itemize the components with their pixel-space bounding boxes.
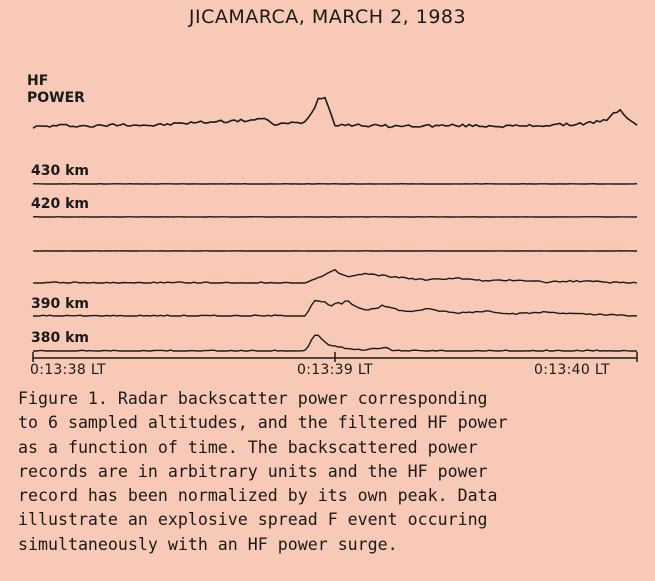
trace-label-420: 420 km	[31, 196, 89, 212]
x-tick-label-mid: 0:13:39 LT	[297, 362, 373, 378]
x-tick-label-start: 0:13:38 LT	[30, 362, 106, 378]
trace-380km	[33, 334, 637, 352]
x-tick-label-end: 0:13:40 LT	[534, 362, 610, 378]
trace-4	[32, 268, 638, 284]
figure-caption: Figure 1. Radar backscatter power corres…	[18, 389, 508, 554]
trace-hf-power	[32, 96, 638, 129]
trace-label-390: 390 km	[31, 296, 89, 312]
trace-label-380: 380 km	[31, 330, 89, 346]
hf-power-label: HF POWER	[27, 73, 85, 107]
trace-390km	[33, 299, 638, 317]
figure-title: JICAMARCA, MARCH 2, 1983	[188, 6, 467, 28]
hf-label-line2: POWER	[27, 90, 85, 106]
hf-label-line1: HF	[27, 73, 49, 89]
trace-label-430: 430 km	[31, 163, 89, 179]
